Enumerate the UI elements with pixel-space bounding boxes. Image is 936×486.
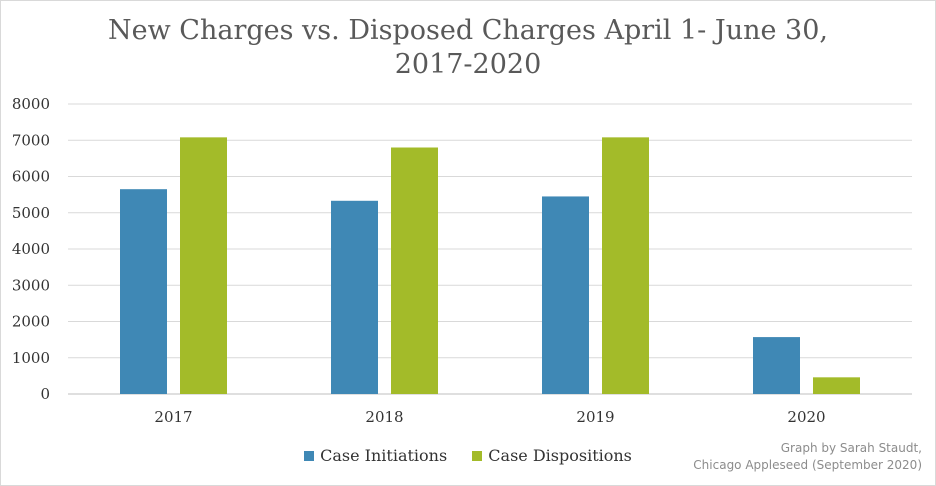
credit-note: Graph by Sarah Staudt, Chicago Appleseed… [693, 440, 922, 474]
y-tick-label: 2000 [12, 313, 50, 331]
bar-case-initiations-2019 [542, 196, 589, 394]
y-tick-label: 7000 [12, 131, 50, 149]
x-axis-ticks: 2017 2018 2019 2020 [154, 408, 825, 426]
x-tick-label: 2019 [576, 408, 614, 426]
y-axis-ticks: 0 1000 2000 3000 4000 5000 6000 7000 8000 [12, 95, 50, 403]
legend-label-case-initiations: Case Initiations [320, 446, 447, 465]
bar-case-dispositions-2020 [813, 377, 860, 394]
y-tick-label: 4000 [12, 240, 50, 258]
legend-swatch-case-initiations [304, 451, 314, 461]
y-tick-label: 1000 [12, 349, 50, 367]
legend-swatch-case-dispositions [472, 451, 482, 461]
bar-case-initiations-2018 [331, 201, 378, 394]
x-tick-label: 2020 [787, 408, 825, 426]
legend-label-case-dispositions: Case Dispositions [488, 446, 632, 465]
legend-item-case-dispositions: Case Dispositions [472, 446, 632, 465]
bar-case-dispositions-2018 [391, 148, 438, 395]
legend-item-case-initiations: Case Initiations [304, 446, 447, 465]
bar-case-dispositions-2019 [602, 137, 649, 394]
bar-case-dispositions-2017 [180, 137, 227, 394]
y-tick-label: 0 [40, 385, 50, 403]
bar-case-initiations-2017 [120, 189, 167, 394]
bar-case-initiations-2020 [753, 337, 800, 394]
y-tick-label: 6000 [12, 168, 50, 186]
credit-line-2: Chicago Appleseed (September 2020) [693, 457, 922, 474]
bars [120, 137, 860, 394]
x-tick-label: 2017 [154, 408, 192, 426]
y-tick-label: 8000 [12, 95, 50, 113]
x-tick-label: 2018 [365, 408, 403, 426]
y-tick-label: 5000 [12, 204, 50, 222]
credit-line-1: Graph by Sarah Staudt, [693, 440, 922, 457]
y-tick-label: 3000 [12, 276, 50, 294]
